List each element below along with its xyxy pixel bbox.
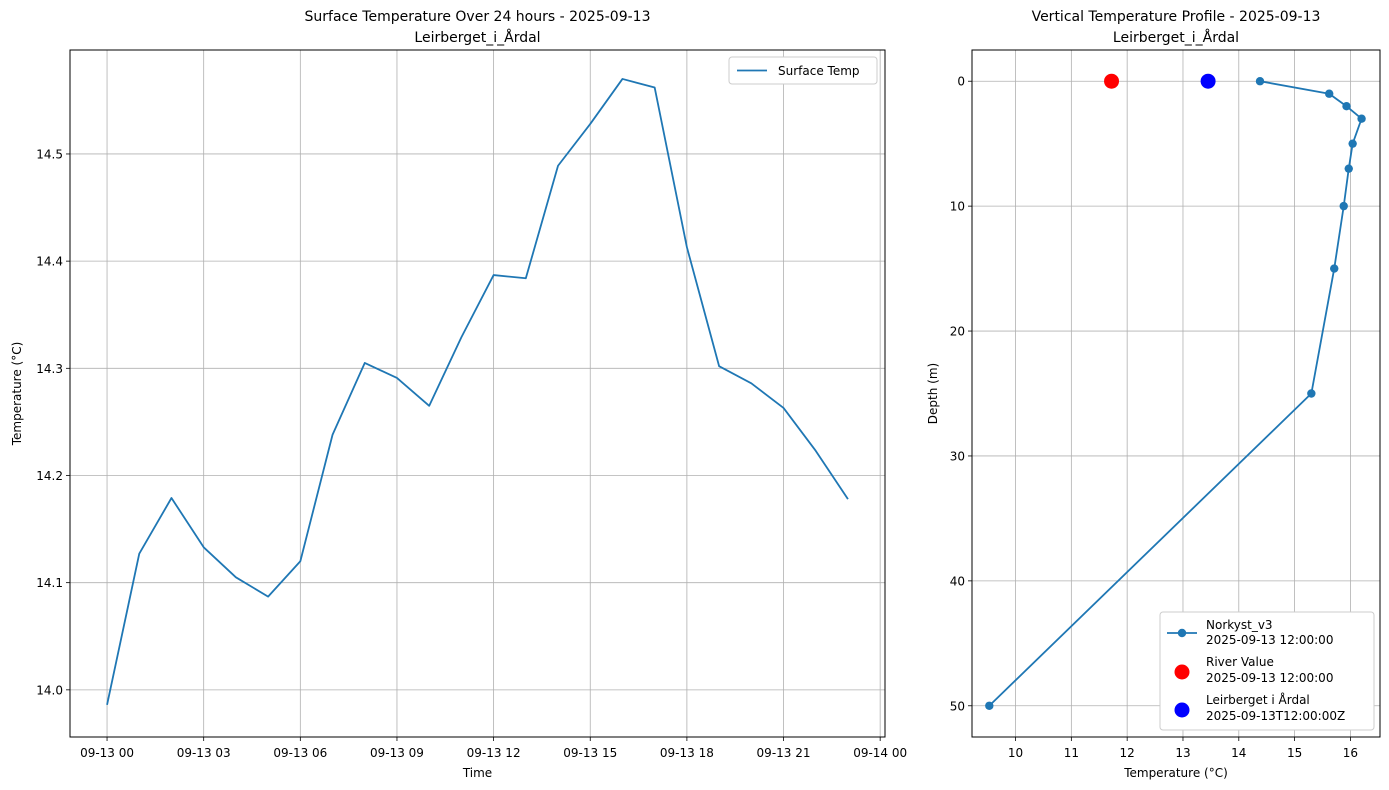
data-point — [1307, 389, 1316, 398]
chart-title-line1: Surface Temperature Over 24 hours - 2025… — [305, 9, 651, 25]
legend: Norkyst_v3 2025-09-13 12:00:00 River Val… — [1159, 611, 1375, 731]
y-tick-label: 14.4 — [36, 255, 63, 269]
data-point — [1255, 77, 1265, 86]
data-point — [1357, 114, 1366, 123]
chart-title-line2: Leirberget_i_Årdal — [1113, 29, 1239, 46]
grid — [70, 50, 885, 737]
surface-temperature-chart: Surface Temperature Over 24 hours - 2025… — [10, 9, 907, 780]
x-tick-label: 09-13 15 — [563, 746, 617, 760]
y-tick-label: 14.0 — [36, 683, 63, 697]
x-axis-ticks: 10 11 12 13 14 15 16 — [1008, 737, 1358, 760]
legend-label-norkyst-line2: 2025-09-13 12:00:00 — [1206, 633, 1333, 647]
x-tick-label: 09-13 09 — [370, 746, 424, 760]
data-point — [1325, 89, 1334, 98]
data-point — [985, 701, 994, 710]
legend-label-river-value-line2: 2025-09-13 12:00:00 — [1206, 671, 1333, 685]
y-axis-ticks: 0 10 20 30 40 50 — [950, 75, 972, 713]
x-tick-label: 09-13 03 — [177, 746, 231, 760]
legend-label-leirberget-line1: Leirberget i Årdal — [1206, 692, 1310, 707]
series-line-0 — [988, 80, 1363, 707]
x-tick-label: 10 — [1008, 746, 1023, 760]
x-tick-label: 16 — [1343, 746, 1358, 760]
y-tick-label: 20 — [950, 325, 965, 339]
y-tick-label: 50 — [950, 699, 965, 713]
legend-label-surface-temp: Surface Temp — [778, 64, 860, 78]
legend: Surface Temp — [728, 56, 878, 85]
x-tick-label: 14 — [1231, 746, 1246, 760]
data-point — [1330, 264, 1339, 273]
data-point — [1344, 164, 1353, 173]
y-tick-label: 10 — [950, 200, 965, 214]
y-tick-label: 14.2 — [36, 469, 63, 483]
y-tick-label: 14.5 — [36, 147, 63, 161]
chart-title-line2: Leirberget_i_Årdal — [414, 29, 540, 46]
y-tick-label: 40 — [950, 574, 965, 588]
legend-label-leirberget-line2: 2025-09-13T12:00:00Z — [1206, 709, 1345, 723]
data-point — [1200, 73, 1216, 89]
legend-marker-river-value — [1174, 664, 1190, 680]
x-tick-label: 13 — [1175, 746, 1190, 760]
y-tick-label: 14.3 — [36, 362, 63, 376]
series-layer — [985, 73, 1366, 710]
plot-frame — [971, 49, 1381, 738]
x-tick-label: 09-13 12 — [467, 746, 521, 760]
x-tick-label: 09-13 00 — [80, 746, 134, 760]
plot-frame — [69, 49, 886, 738]
data-point — [1339, 201, 1348, 211]
x-tick-label: 09-13 21 — [757, 746, 811, 760]
x-tick-label: 09-13 18 — [660, 746, 714, 760]
y-tick-label: 30 — [950, 449, 965, 463]
legend-box — [1159, 611, 1375, 731]
legend-label-river-value-line1: River Value — [1206, 655, 1274, 669]
chart-title-line1: Vertical Temperature Profile - 2025-09-1… — [1032, 9, 1321, 25]
legend-marker-leirberget — [1174, 702, 1190, 718]
x-axis-label: Time — [462, 766, 492, 780]
vertical-profile-chart: Vertical Temperature Profile - 2025-09-1… — [926, 9, 1381, 780]
data-point — [1342, 102, 1351, 111]
y-axis-ticks: 14.0 14.1 14.2 14.3 14.4 14.5 — [36, 147, 70, 697]
data-point — [1348, 139, 1357, 148]
legend-marker-norkyst — [1177, 628, 1187, 638]
x-tick-label: 12 — [1120, 746, 1135, 760]
y-tick-label: 14.1 — [36, 576, 63, 590]
x-axis-label: Temperature (°C) — [1123, 766, 1228, 780]
data-point — [1104, 73, 1120, 89]
legend-box — [728, 56, 878, 85]
x-axis-ticks: 09-13 00 09-13 03 09-13 06 09-13 09 09-13 12… — [80, 737, 907, 760]
series-line-0 — [106, 78, 849, 706]
x-tick-label: 15 — [1287, 746, 1302, 760]
y-axis-label: Temperature (°C) — [10, 342, 24, 447]
x-tick-label: 09-13 06 — [273, 746, 327, 760]
series-layer — [106, 78, 849, 706]
y-tick-label: 0 — [957, 75, 965, 89]
legend-label-norkyst-line1: Norkyst_v3 — [1206, 618, 1273, 632]
x-tick-label: 09-14 00 — [853, 746, 907, 760]
y-axis-label: Depth (m) — [926, 363, 940, 424]
x-tick-label: 11 — [1064, 746, 1079, 760]
